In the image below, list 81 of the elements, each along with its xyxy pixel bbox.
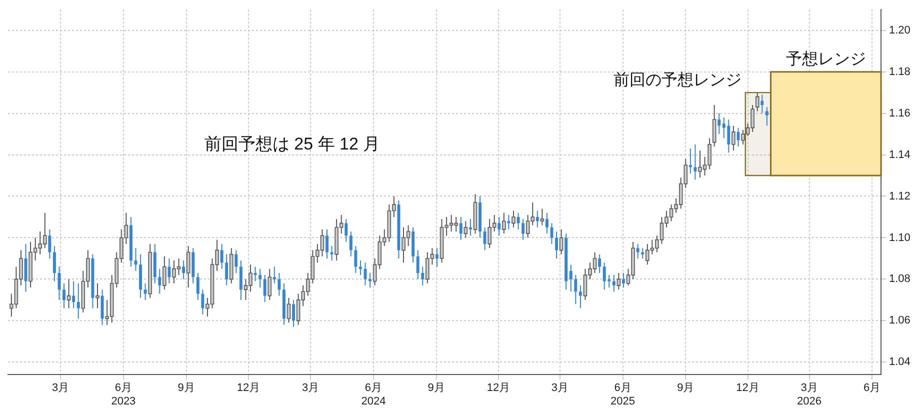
x-tick-label: 6月 2023	[111, 382, 136, 408]
x-tick-label: 6月	[864, 382, 881, 394]
band-label: 予想レンジ	[786, 50, 866, 68]
x-tick-label: 12月	[736, 382, 760, 394]
candlestick	[483, 226, 486, 251]
candlestick	[220, 243, 224, 270]
y-tick-label: 1.10	[889, 232, 910, 244]
y-tick-label: 1.12	[889, 190, 910, 202]
candlestick	[555, 231, 558, 259]
candlestick	[598, 254, 602, 274]
candlestick	[258, 268, 262, 288]
x-tick-label: 3月	[302, 382, 320, 394]
candlestick	[76, 282, 80, 320]
x-tick-label: 6月 2025	[610, 382, 636, 408]
candlestick	[636, 243, 640, 259]
candlestick	[416, 250, 420, 280]
y-tick-label: 1.08	[889, 273, 910, 286]
candlestick	[622, 272, 625, 288]
candlestick	[254, 266, 257, 282]
candlestick	[182, 260, 186, 280]
candlestick	[326, 228, 328, 259]
x-tick-label: 3月	[551, 382, 569, 394]
candlestick	[612, 274, 616, 292]
candlestick	[421, 266, 424, 286]
candlestick	[760, 94, 764, 114]
candlestick	[144, 282, 147, 300]
candlestick	[239, 260, 242, 300]
candlestick	[459, 216, 462, 240]
candlestick	[263, 274, 266, 303]
candlestick	[272, 266, 276, 284]
candlestick	[168, 258, 171, 284]
candlestick	[578, 284, 582, 309]
x-tick-label: 12月	[486, 382, 510, 394]
y-tick-label: 1.06	[889, 314, 910, 327]
candlestick	[349, 231, 352, 257]
x-tick-label: 3月 2026	[797, 382, 822, 408]
candlestick	[48, 228, 52, 259]
candlestick	[694, 144, 697, 180]
candlestick	[498, 216, 501, 236]
y-tick-label: 1.14	[889, 148, 910, 161]
candlestick	[436, 248, 438, 268]
candlestick	[344, 218, 348, 242]
annotation: 前回予想は 25 年 12 月	[204, 134, 380, 154]
candlestick	[201, 289, 204, 315]
candlestick	[516, 212, 520, 230]
candlestick	[545, 212, 548, 234]
candlestick	[358, 260, 362, 276]
candlestick	[62, 282, 66, 309]
candlestick	[330, 246, 334, 262]
x-tick-label: 6月 2024	[361, 382, 386, 408]
candlestick	[52, 246, 56, 282]
candlestick	[468, 218, 472, 236]
candlestick	[100, 289, 104, 326]
candlestick	[278, 272, 281, 296]
candlestick	[522, 218, 525, 240]
x-tick-label: 9月	[428, 382, 445, 394]
candlestick	[536, 210, 539, 228]
x-tick-label: 9月	[677, 382, 694, 394]
candlestick	[507, 214, 510, 230]
candlestick	[765, 106, 768, 126]
candlestick	[641, 248, 644, 259]
y-tick-label: 1.16	[889, 107, 910, 120]
candlestick	[688, 148, 692, 174]
candlestick	[569, 264, 572, 292]
candlestick	[292, 299, 296, 328]
band-label: 前回の予想レンジ	[613, 70, 742, 89]
candlestick	[354, 246, 358, 274]
candlestick	[196, 272, 200, 300]
x-tick-label: 12月	[236, 382, 260, 394]
y-tick-label: 1.18	[889, 66, 910, 78]
x-tick-label: 9月	[178, 382, 195, 394]
y-tick-label: 1.20	[889, 24, 910, 36]
candlestick	[234, 250, 238, 274]
candlestick	[158, 268, 162, 294]
candlestick	[718, 112, 721, 135]
candlestick	[574, 274, 578, 305]
candlestick	[225, 254, 228, 286]
x-tick-label: 3月	[52, 382, 70, 394]
y-tick-label: 1.04	[889, 356, 910, 368]
candlestick	[72, 280, 76, 309]
candlestick	[368, 272, 372, 288]
